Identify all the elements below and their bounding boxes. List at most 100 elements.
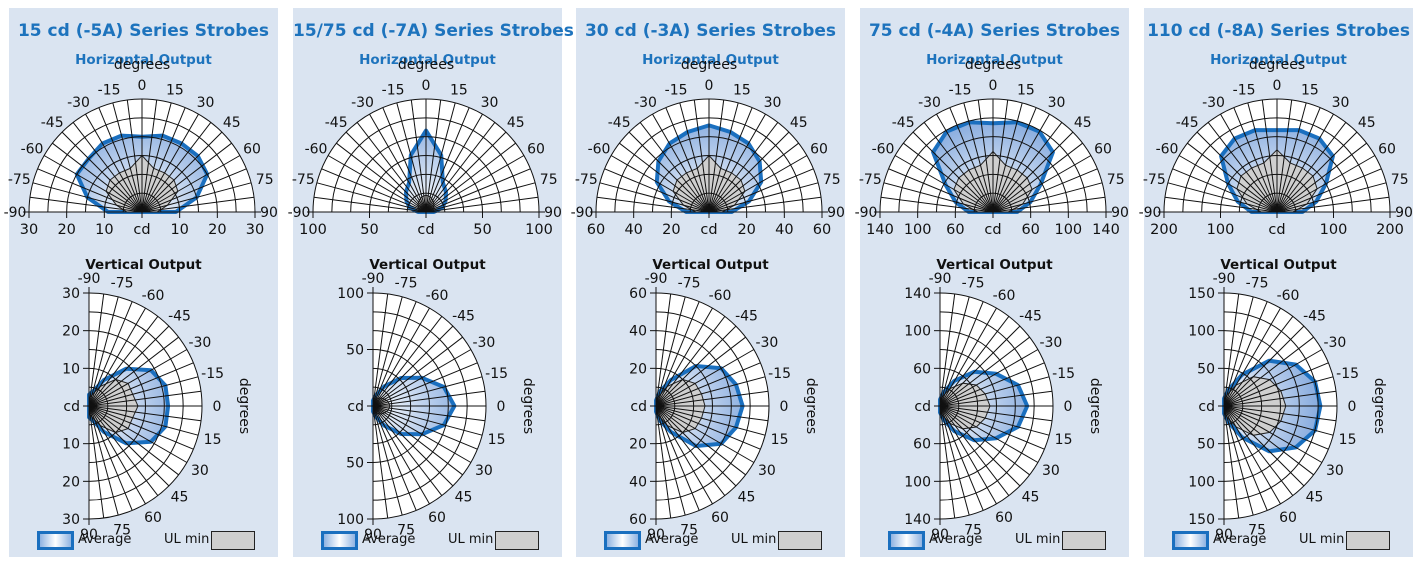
- grid-spoke: [1223, 307, 1281, 407]
- degrees-label: degrees: [236, 378, 252, 434]
- grid-spoke: [372, 307, 430, 407]
- angle-tick-label: -15: [1336, 366, 1359, 382]
- grid-spoke: [425, 99, 442, 213]
- grid-spoke: [655, 405, 746, 476]
- polar-charts: 140 100 60 cd 60 100 140-90-75-60-45-30-15 0 153…: [855, 57, 1129, 543]
- grid-spoke: [992, 107, 1037, 213]
- grid-spoke: [708, 168, 814, 213]
- legend-ul-min-label: UL min: [731, 532, 777, 547]
- grid-spoke: [708, 113, 766, 213]
- legend-ul-min-label: UL min: [1299, 532, 1345, 547]
- radial-tick-label: 20: [62, 324, 80, 340]
- legend: Average UL min: [293, 530, 562, 550]
- grid-spoke: [372, 405, 478, 450]
- radial-tick-label: cd: [630, 399, 647, 415]
- grid-spoke: [88, 376, 199, 407]
- angle-tick-label: 60: [527, 142, 545, 158]
- grid-spoke: [372, 405, 430, 505]
- radial-tick-label: 40: [775, 222, 793, 238]
- grid-spoke: [1276, 122, 1347, 213]
- grid-spoke: [604, 168, 710, 213]
- grid-spoke: [610, 155, 710, 213]
- grid-spoke: [655, 293, 672, 407]
- grid-spoke: [425, 107, 470, 213]
- angle-tick-label: -15: [201, 366, 224, 382]
- radial-tick-label: 30: [62, 286, 80, 302]
- grid-spoke: [336, 142, 427, 213]
- grid-spoke: [372, 405, 454, 487]
- radial-tick-label: 20: [57, 222, 75, 238]
- grid-spoke: [655, 405, 766, 436]
- angle-tick-label: -45: [1303, 309, 1326, 325]
- grid-spoke: [141, 142, 232, 213]
- angle-tick-label: 60: [144, 510, 162, 526]
- legend-average-label: Average: [362, 532, 416, 547]
- angle-tick-label: -45: [452, 309, 475, 325]
- legend-average-swatch: [1172, 531, 1209, 550]
- angle-tick-label: -30: [351, 95, 374, 111]
- strobe-panel-110cd: 110 cd (-8A) Series Strobes Horizontal O…: [1139, 8, 1413, 557]
- angle-tick-label: 75: [113, 523, 131, 539]
- angle-tick-label: -90: [571, 205, 594, 221]
- radial-tick-label: 200: [1376, 222, 1404, 238]
- angle-tick-label: 0: [1064, 399, 1073, 415]
- grid-spoke: [88, 336, 179, 407]
- grid-spoke: [655, 405, 672, 519]
- degrees-label: degrees: [965, 57, 1021, 73]
- grid-spoke: [708, 142, 799, 213]
- grid-spoke: [1196, 131, 1278, 213]
- radial-tick-label: cd: [700, 222, 717, 238]
- horizontal-output-chart: 140 100 60 cd 60 100 140-90-75-60-45-30-15 0 153…: [855, 57, 1129, 238]
- angle-tick-label: 0: [989, 78, 998, 94]
- grid-spoke: [903, 142, 994, 213]
- radial-tick-label: 50: [1197, 437, 1215, 453]
- grid-spoke: [992, 113, 1050, 213]
- radial-tick-label: 100: [904, 222, 932, 238]
- polar-charts: 60 40 20 cd 20 40 60-90-75-60-45-30-15 0 1530456…: [571, 57, 845, 543]
- grid-spoke: [1223, 301, 1268, 407]
- legend-ul-min-swatch: [778, 531, 822, 550]
- grid-spoke: [655, 405, 755, 463]
- grid-spoke: [939, 307, 997, 407]
- grid-spoke: [425, 155, 525, 213]
- horizontal-output-title: Horizontal Output: [926, 52, 1063, 68]
- grid-spoke: [655, 336, 746, 407]
- grid-spoke: [372, 325, 454, 407]
- grid-spoke: [1223, 405, 1337, 422]
- grid-spoke: [43, 155, 143, 213]
- grid-spoke: [372, 376, 483, 407]
- grid-spoke: [939, 405, 997, 505]
- legend: Average UL min: [576, 530, 845, 550]
- grid-spoke: [88, 405, 105, 519]
- grid-spoke: [992, 99, 1009, 213]
- grid-spoke: [639, 122, 710, 213]
- horizontal-output-title: Horizontal Output: [359, 52, 496, 68]
- angle-tick-label: -90: [929, 271, 952, 287]
- angle-tick-label: -75: [1143, 172, 1166, 188]
- grid-spoke: [372, 405, 403, 516]
- angle-tick-label: 75: [540, 172, 558, 188]
- grid-spoke: [88, 293, 105, 407]
- vertical-output-title: Vertical Output: [652, 257, 769, 273]
- radial-tick-label: 20: [629, 437, 647, 453]
- radial-tick-label: 60: [913, 437, 931, 453]
- grid-spoke: [1223, 405, 1294, 496]
- grid-spoke: [32, 182, 143, 213]
- grid-spoke: [88, 405, 170, 487]
- angle-tick-label: 0: [705, 78, 714, 94]
- angle-tick-label: -45: [41, 115, 64, 131]
- angle-tick-label: 90: [544, 205, 562, 221]
- grid-spoke: [327, 155, 427, 213]
- grid-spoke: [88, 405, 202, 422]
- grid-spoke: [425, 131, 507, 213]
- angle-tick-label: -30: [755, 335, 778, 351]
- grid-spoke: [939, 405, 1010, 496]
- grid-spoke: [1233, 107, 1278, 213]
- grid-spoke: [141, 168, 247, 213]
- angle-tick-label: -30: [634, 95, 657, 111]
- grid-spoke: [1223, 405, 1323, 463]
- radial-tick-label: 50: [1197, 361, 1215, 377]
- grid-spoke: [992, 182, 1103, 213]
